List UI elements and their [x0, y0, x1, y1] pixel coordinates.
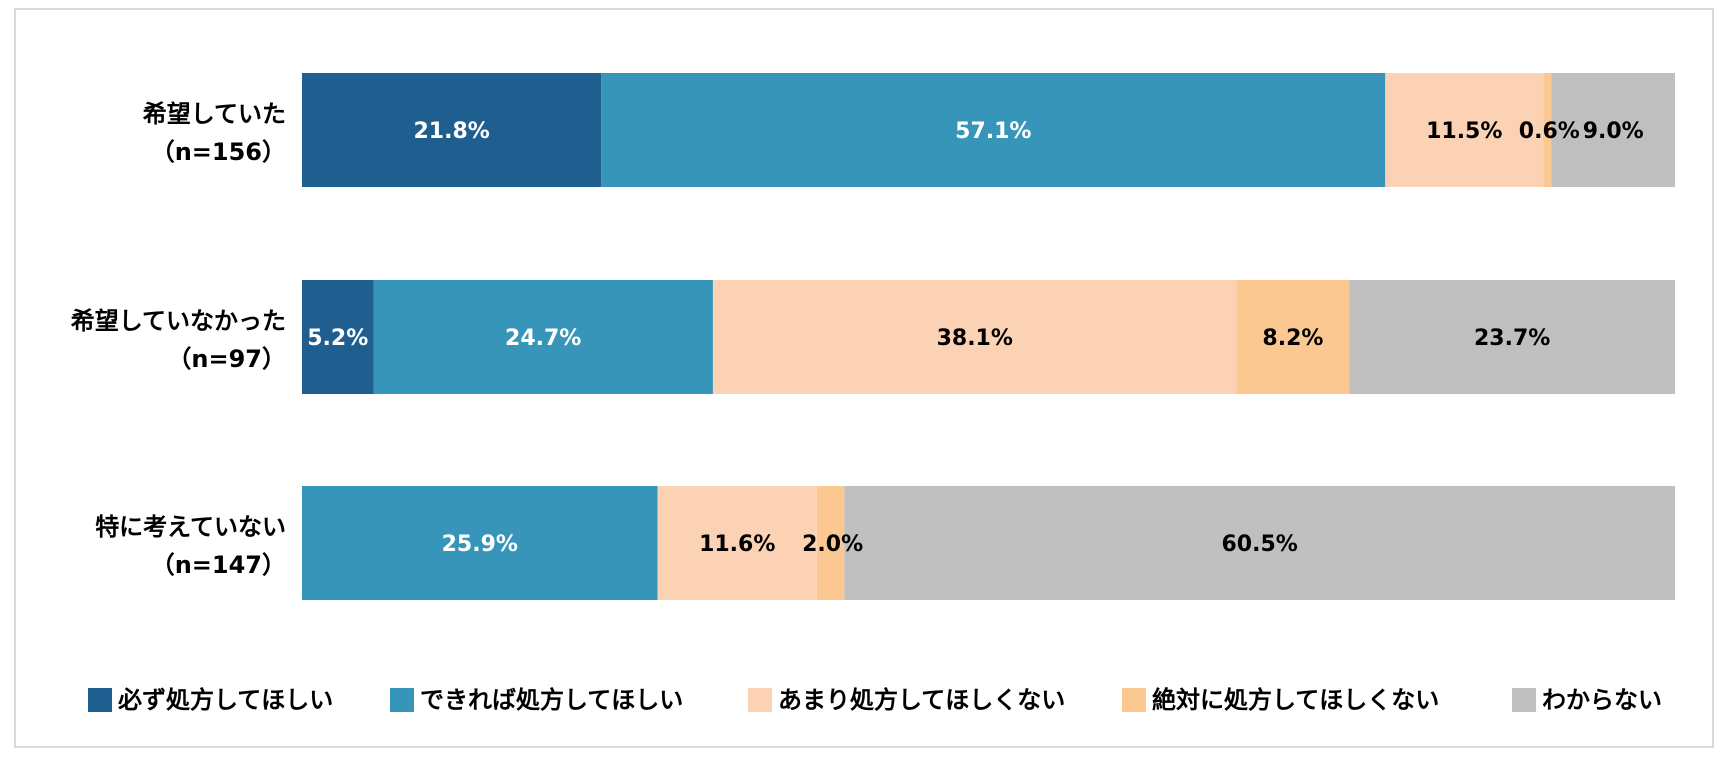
data-label: 0.6% — [1519, 119, 1580, 144]
legend-swatch — [1122, 688, 1146, 712]
bar-segment — [302, 73, 602, 187]
data-label: 23.7% — [1474, 326, 1550, 351]
bar-segment — [1551, 73, 1675, 187]
bar-segment — [373, 280, 713, 394]
category-label: 希望していた — [143, 100, 286, 128]
legend-label: 必ず処方してほしい — [118, 686, 333, 714]
category-sample-size: （n=147） — [151, 551, 286, 579]
legend-label: わからない — [1542, 686, 1662, 714]
bar-segment — [657, 486, 817, 600]
bar-segment — [601, 73, 1386, 187]
category-label: 特に考えていない — [95, 513, 286, 541]
category-label: 希望していなかった — [71, 307, 286, 335]
data-label: 9.0% — [1583, 119, 1644, 144]
bar-segment — [1385, 73, 1544, 187]
data-label: 25.9% — [442, 532, 518, 557]
bar-segment — [816, 486, 845, 600]
data-label: 5.2% — [307, 326, 368, 351]
data-label: 57.1% — [955, 119, 1031, 144]
data-label: 11.6% — [699, 532, 775, 557]
legend: 必ず処方してほしい できれば処方してほしい あまり処方してほしくない 絶対に処方してほ… — [88, 686, 1662, 714]
bar-segment — [302, 486, 658, 600]
data-label: 38.1% — [937, 326, 1013, 351]
legend-label: できれば処方してほしい — [420, 686, 683, 714]
data-label: 24.7% — [505, 326, 581, 351]
bar-segment — [1543, 73, 1552, 187]
data-label: 8.2% — [1262, 326, 1323, 351]
data-label: 2.0% — [802, 532, 863, 557]
legend-swatch — [748, 688, 772, 712]
legend-label: あまり処方してほしくない — [778, 686, 1065, 714]
data-label: 11.5% — [1426, 119, 1502, 144]
legend-swatch — [390, 688, 414, 712]
data-label: 21.8% — [413, 119, 489, 144]
legend-label: 絶対に処方してほしくない — [1152, 686, 1439, 714]
value-labels: 21.8% 57.1% 11.5% 0.6% 9.0% 5.2% 24.7% 38.1% 8.2… — [307, 119, 1643, 557]
data-label: 60.5% — [1222, 532, 1298, 557]
bar-segments — [302, 73, 1675, 600]
category-labels: 希望していた （n=156） 希望していなかった （n=97） 特に考えていない （n=1… — [71, 100, 286, 579]
category-sample-size: （n=156） — [151, 138, 286, 166]
bar-segment — [844, 486, 1675, 600]
bar-segment — [302, 280, 374, 394]
bar-segment — [1349, 280, 1675, 394]
bar-segment — [712, 280, 1237, 394]
bar-segment — [1236, 280, 1350, 394]
legend-swatch — [1512, 688, 1536, 712]
legend-swatch — [88, 688, 112, 712]
category-sample-size: （n=97） — [167, 345, 286, 373]
